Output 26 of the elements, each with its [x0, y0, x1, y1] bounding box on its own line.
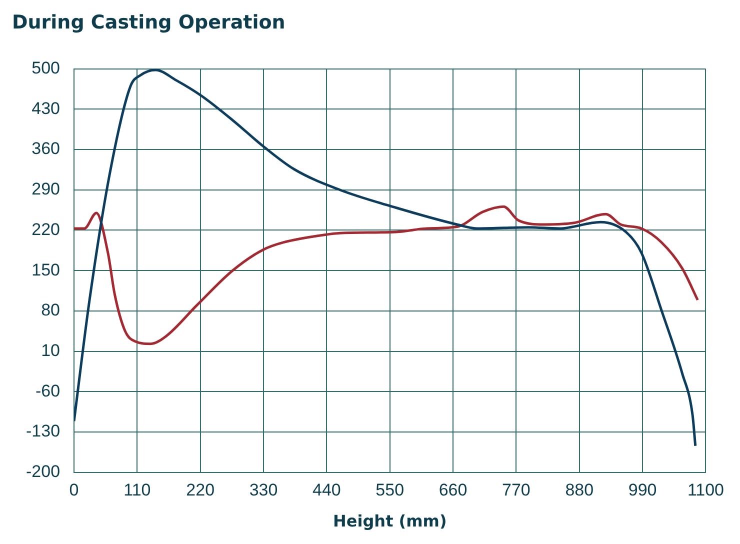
- y-tick-label: -200: [26, 462, 60, 482]
- x-tick-label: 220: [186, 480, 215, 500]
- x-tick-label: 1100: [687, 480, 724, 500]
- chart-title: During Casting Operation: [12, 11, 286, 34]
- y-tick-label: 500: [32, 58, 60, 78]
- x-tick-label: 550: [376, 480, 404, 500]
- line-series: [74, 68, 697, 448]
- x-tick-label: 330: [249, 480, 278, 500]
- y-tick-label: 80: [41, 300, 60, 320]
- line-series: [74, 205, 699, 346]
- y-tick-label: 430: [32, 98, 60, 118]
- y-tick-label: 290: [32, 180, 60, 199]
- y-tick-label: 360: [32, 139, 60, 158]
- y-tick-label: 10: [41, 341, 60, 360]
- x-tick-label: 440: [312, 480, 341, 500]
- x-tick-label: 110: [124, 480, 151, 500]
- y-tick-label: 220: [32, 220, 60, 239]
- x-tick-label: 0: [69, 480, 79, 500]
- y-tick-label: -130: [26, 422, 60, 441]
- x-tick-label: 770: [502, 480, 530, 500]
- x-axis-title: Height (mm): [332, 512, 447, 531]
- x-tick-label: 990: [628, 480, 657, 500]
- y-tick-label: 150: [32, 260, 60, 280]
- x-tick-label: 660: [438, 480, 468, 500]
- x-tick-label: 880: [565, 480, 594, 500]
- y-tick-label: -60: [35, 381, 60, 400]
